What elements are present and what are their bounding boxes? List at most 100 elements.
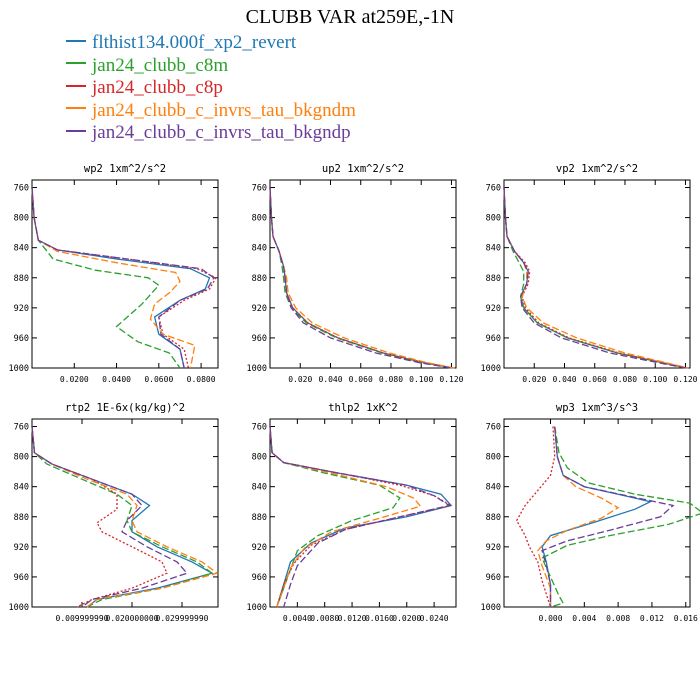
- series-line-5: [541, 426, 675, 607]
- legend-item: jan24_clubb_c8p: [66, 77, 356, 100]
- series-line-5: [31, 426, 189, 608]
- y-tick-label: 960: [486, 573, 501, 583]
- y-tick-label: 960: [14, 334, 29, 344]
- x-tick-label: 0.100: [643, 375, 667, 384]
- legend-item: jan24_clubb_c8m: [66, 55, 356, 78]
- x-tick-label: 0.0200: [392, 614, 421, 623]
- x-tick-label: 0.0160: [365, 614, 394, 623]
- chart-panel-vp2: vp2 1xm^2/s^2 760 800 840 880 920 960 1000 0.020…: [481, 163, 698, 384]
- chart-panel-wp2: wp2 1xm^2/s^2 760 800 840 880 920 960 1000 0.020…: [9, 163, 219, 384]
- plot-frame: [269, 418, 457, 608]
- x-tick-label: 0.060: [583, 375, 607, 384]
- chart-title: rtp2 1E-6x(kg/kg)^2: [65, 402, 185, 414]
- y-tick-label: 800: [14, 214, 29, 224]
- x-tick-label: 0.040: [318, 375, 342, 384]
- x-tick-label: 0.020000000: [106, 614, 159, 623]
- y-tick-label: 760: [14, 423, 29, 433]
- x-tick-label: 0.008: [606, 614, 630, 623]
- y-tick-label: 800: [252, 453, 267, 463]
- chart-title: vp2 1xm^2/s^2: [556, 163, 638, 175]
- series-line-1: [269, 187, 454, 369]
- x-tick-label: 0.0240: [420, 614, 449, 623]
- y-tick-label: 1000: [9, 364, 29, 374]
- series-line-3: [31, 426, 168, 608]
- series-line-2: [31, 187, 181, 369]
- x-tick-label: 0.060: [349, 375, 373, 384]
- chart-title: wp2 1xm^2/s^2: [84, 163, 166, 175]
- x-tick-label: 0.120: [673, 375, 697, 384]
- y-tick-label: 960: [14, 573, 29, 583]
- series-line-4: [537, 426, 620, 607]
- y-tick-label: 920: [252, 543, 267, 553]
- y-tick-label: 840: [14, 244, 29, 254]
- series-line-5: [503, 187, 686, 369]
- x-tick-label: 0.120: [439, 375, 463, 384]
- plot-frame: [503, 418, 691, 608]
- series-line-1: [269, 426, 453, 608]
- x-tick-label: 0.020: [522, 375, 546, 384]
- legend-line-icon: [66, 39, 86, 42]
- y-tick-label: 1000: [247, 364, 267, 374]
- series-line-1: [31, 426, 214, 608]
- x-tick-label: 0.0800: [187, 375, 216, 384]
- x-tick-label: 0.029999990: [156, 614, 209, 623]
- series-line-1: [541, 426, 653, 607]
- y-tick-label: 1000: [481, 364, 501, 374]
- x-tick-label: 0.004: [572, 614, 596, 623]
- plot-frame: [31, 418, 219, 608]
- x-tick-label: 0.009999990: [56, 614, 109, 623]
- legend-item: jan24_clubb_c_invrs_tau_bkgndp: [66, 122, 356, 145]
- y-tick-label: 840: [14, 483, 29, 493]
- y-tick-label: 760: [14, 184, 29, 194]
- x-tick-label: 0.020: [288, 375, 312, 384]
- x-tick-label: 0.0400: [102, 375, 131, 384]
- legend-item: jan24_clubb_c_invrs_tau_bkgndm: [66, 100, 356, 123]
- legend-line-icon: [66, 129, 86, 132]
- page-title: CLUBB VAR at259E,-1N: [245, 6, 455, 28]
- y-tick-label: 920: [14, 304, 29, 314]
- series-line-2: [269, 426, 401, 608]
- y-tick-label: 1000: [481, 603, 501, 613]
- plot-frame: [503, 179, 691, 369]
- y-tick-label: 880: [14, 513, 29, 523]
- chart-title: up2 1xm^2/s^2: [322, 163, 404, 175]
- x-tick-label: 0.080: [379, 375, 403, 384]
- legend-label: jan24_clubb_c8p: [92, 77, 223, 98]
- legend-label: jan24_clubb_c_invrs_tau_bkgndp: [92, 122, 351, 143]
- x-tick-label: 0.012: [640, 614, 664, 623]
- y-tick-label: 880: [486, 274, 501, 284]
- series-line-2: [503, 187, 688, 369]
- series-line-3: [269, 426, 453, 608]
- plot-frame: [31, 179, 219, 369]
- series-line-3: [31, 187, 217, 369]
- chart-title: wp3 1xm^3/s^3: [556, 402, 638, 414]
- legend-line-icon: [66, 107, 86, 110]
- y-tick-label: 800: [486, 453, 501, 463]
- chart-panel-up2: up2 1xm^2/s^2 760 800 840 880 920 960 1000 0.020…: [247, 163, 464, 384]
- y-tick-label: 760: [486, 184, 501, 194]
- series-line-3: [503, 187, 688, 369]
- y-tick-label: 880: [486, 513, 501, 523]
- y-tick-label: 840: [252, 244, 267, 254]
- y-tick-label: 840: [486, 244, 501, 254]
- y-tick-label: 960: [252, 573, 267, 583]
- y-tick-label: 840: [486, 483, 501, 493]
- x-tick-label: 0.0120: [338, 614, 367, 623]
- series-line-2: [269, 187, 452, 369]
- y-tick-label: 960: [252, 334, 267, 344]
- y-tick-label: 920: [14, 543, 29, 553]
- series-line-2: [541, 426, 700, 608]
- x-tick-label: 0.080: [613, 375, 637, 384]
- y-tick-label: 1000: [9, 603, 29, 613]
- legend-label: flthist134.000f_xp2_revert: [92, 32, 297, 53]
- series-line-5: [269, 187, 452, 369]
- legend-item: flthist134.000f_xp2_revert: [66, 32, 356, 55]
- series-line-3: [515, 426, 556, 608]
- y-tick-label: 920: [486, 543, 501, 553]
- y-tick-label: 920: [486, 304, 501, 314]
- legend-line-icon: [66, 84, 86, 87]
- y-tick-label: 880: [14, 274, 29, 284]
- y-tick-label: 840: [252, 483, 267, 493]
- y-tick-label: 1000: [247, 603, 267, 613]
- x-tick-label: 0.100: [409, 375, 433, 384]
